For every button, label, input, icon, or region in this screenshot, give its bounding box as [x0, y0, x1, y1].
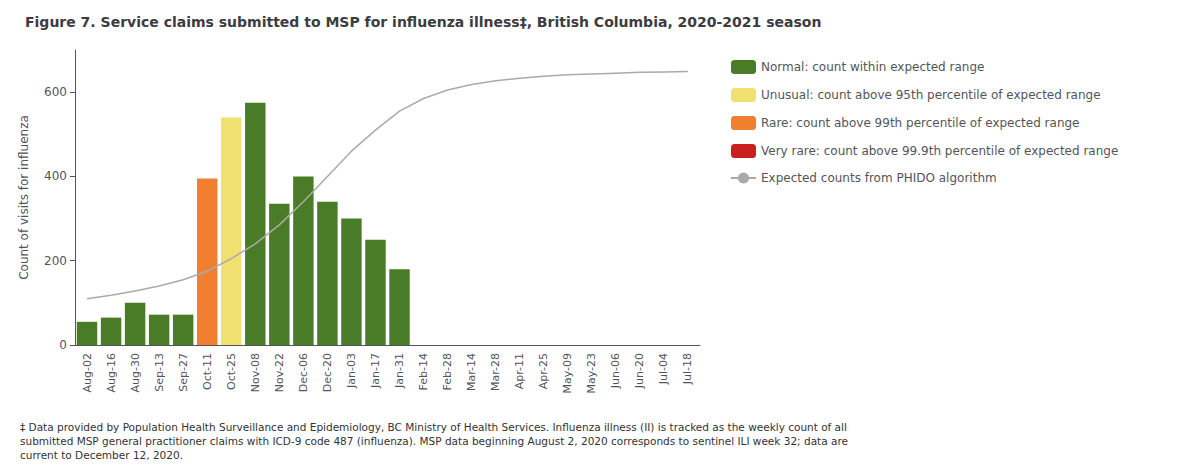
svg-text:current to December 12, 2020.: current to December 12, 2020.: [20, 449, 183, 461]
svg-text:600: 600: [44, 85, 67, 99]
svg-text:Figure 7. Service claims submi: Figure 7. Service claims submitted to MS…: [25, 14, 821, 30]
svg-text:Dec-06: Dec-06: [297, 353, 310, 392]
svg-text:Sep-27: Sep-27: [177, 353, 190, 392]
svg-text:Aug-02: Aug-02: [81, 353, 94, 392]
svg-text:Nov-22: Nov-22: [273, 353, 286, 392]
svg-text:200: 200: [44, 254, 67, 268]
svg-text:Count of visits for influenza: Count of visits for influenza: [17, 115, 31, 280]
svg-text:Aug-30: Aug-30: [129, 353, 142, 392]
svg-text:Feb-28: Feb-28: [441, 353, 454, 390]
svg-text:Expected counts from PHIDO alg: Expected counts from PHIDO algorithm: [761, 171, 997, 185]
svg-text:Jan-03: Jan-03: [345, 353, 358, 389]
svg-text:Sep-13: Sep-13: [153, 353, 166, 392]
svg-text:Nov-08: Nov-08: [249, 353, 262, 392]
svg-text:400: 400: [44, 169, 67, 183]
svg-text:Mar-28: Mar-28: [489, 353, 502, 391]
svg-text:Normal: count within expected: Normal: count within expected range: [761, 60, 984, 74]
svg-text:Aug-16: Aug-16: [105, 353, 118, 392]
svg-text:Jun-06: Jun-06: [609, 353, 622, 389]
svg-text:Feb-14: Feb-14: [417, 353, 430, 390]
svg-text:Mar-14: Mar-14: [465, 353, 478, 391]
svg-text:May-09: May-09: [561, 353, 574, 394]
svg-text:Jan-31: Jan-31: [393, 353, 406, 389]
svg-text:Oct-25: Oct-25: [225, 353, 238, 390]
svg-text:Jul-04: Jul-04: [657, 353, 670, 385]
svg-text:May-23: May-23: [585, 353, 598, 394]
svg-text:Rare: count above 99th percent: Rare: count above 99th percentile of exp…: [761, 116, 1080, 130]
svg-text:Jul-18: Jul-18: [681, 353, 694, 385]
svg-text:Jun-20: Jun-20: [633, 353, 646, 389]
svg-text:Oct-11: Oct-11: [201, 353, 214, 390]
svg-text:Dec-20: Dec-20: [321, 353, 334, 392]
svg-text:Jan-17: Jan-17: [369, 353, 382, 389]
svg-text:Very rare: count above 99.9th: Very rare: count above 99.9th percentile…: [761, 144, 1118, 158]
svg-text:submitted MSP general practiti: submitted MSP general practitioner claim…: [20, 435, 848, 447]
svg-text:0: 0: [59, 338, 67, 352]
svg-text:Apr-11: Apr-11: [513, 353, 526, 389]
svg-text:Apr-25: Apr-25: [537, 353, 550, 389]
svg-text:‡ Data provided by Population: ‡ Data provided by Population Health Sur…: [20, 421, 847, 433]
svg-text:Unusual: count above 95th perc: Unusual: count above 95th percentile of …: [761, 88, 1101, 102]
